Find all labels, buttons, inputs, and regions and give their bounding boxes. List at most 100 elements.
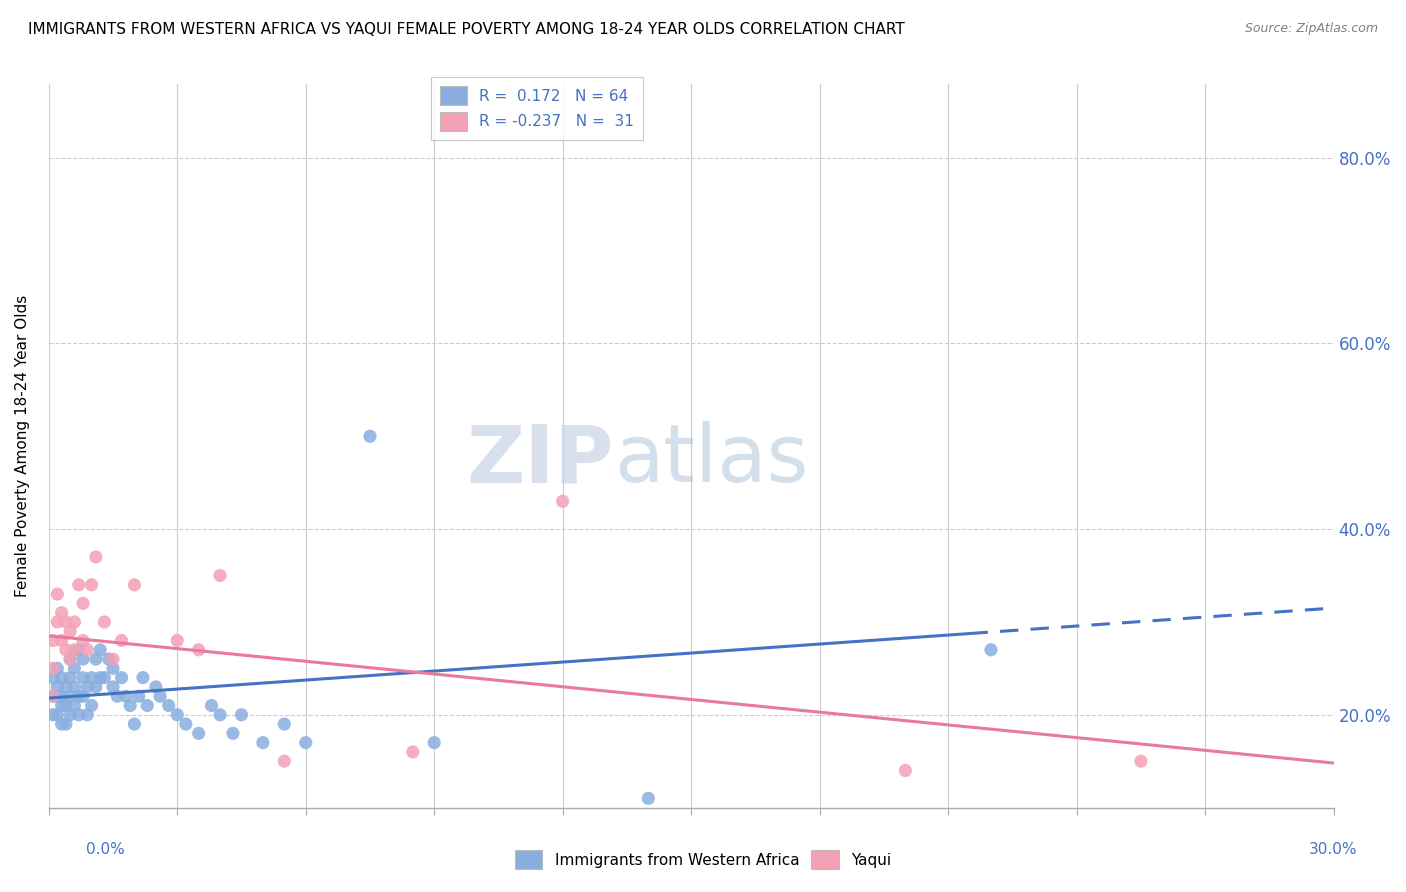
Point [89,671,111,685]
Point [59,690,82,704]
Point [273,754,295,768]
Point [67,690,90,704]
Point [136,698,159,713]
Point [93,615,115,629]
Text: ZIP: ZIP [467,421,614,499]
Point [84,680,107,694]
Point [252,736,274,750]
Text: IMMIGRANTS FROM WESTERN AFRICA VS YAQUI FEMALE POVERTY AMONG 18-24 YEAR OLDS COR: IMMIGRANTS FROM WESTERN AFRICA VS YAQUI … [28,22,905,37]
Point [294,736,316,750]
Text: 0.0%: 0.0% [86,842,125,856]
Point [63,642,86,657]
Point [105,690,128,704]
Point [67,578,90,592]
Point [187,726,209,740]
Point [42,690,65,704]
Point [72,671,94,685]
Point [76,680,98,694]
Point [149,690,172,704]
Point [209,707,232,722]
Point [166,707,188,722]
Point [59,652,82,666]
Point [59,652,82,666]
Legend: R =  0.172   N = 64, R = -0.237   N =  31: R = 0.172 N = 64, R = -0.237 N = 31 [430,77,644,140]
Legend: Immigrants from Western Africa, Yaqui: Immigrants from Western Africa, Yaqui [509,844,897,875]
Point [72,596,94,610]
Point [89,642,111,657]
Point [55,717,77,731]
Point [80,698,103,713]
Text: 30.0%: 30.0% [1309,842,1357,856]
Point [124,717,146,731]
Point [402,745,425,759]
Point [51,633,73,648]
Point [637,791,659,805]
Point [101,661,124,675]
Point [115,690,138,704]
Point [55,680,77,694]
Point [51,690,73,704]
Point [209,568,232,582]
Text: Source: ZipAtlas.com: Source: ZipAtlas.com [1244,22,1378,36]
Point [174,717,197,731]
Point [51,606,73,620]
Y-axis label: Female Poverty Among 18-24 Year Olds: Female Poverty Among 18-24 Year Olds [15,294,30,597]
Point [894,764,917,778]
Point [166,633,188,648]
Point [84,652,107,666]
Point [46,680,69,694]
Point [132,671,155,685]
Point [97,652,120,666]
Point [84,549,107,564]
Point [59,707,82,722]
Point [42,690,65,704]
Point [63,615,86,629]
Point [120,698,142,713]
Point [222,726,245,740]
Point [359,429,381,443]
Point [231,707,253,722]
Point [145,680,167,694]
Point [51,717,73,731]
Point [101,680,124,694]
Point [46,661,69,675]
Point [157,698,180,713]
Point [46,707,69,722]
Point [80,578,103,592]
Text: atlas: atlas [614,421,808,499]
Point [55,615,77,629]
Point [423,736,446,750]
Point [59,624,82,639]
Point [55,642,77,657]
Point [76,707,98,722]
Point [76,642,98,657]
Point [551,494,574,508]
Point [42,707,65,722]
Point [46,690,69,704]
Point [128,690,150,704]
Point [46,615,69,629]
Point [67,642,90,657]
Point [980,642,1002,657]
Point [110,671,132,685]
Point [46,587,69,601]
Point [1129,754,1152,768]
Point [63,680,86,694]
Point [51,698,73,713]
Point [63,698,86,713]
Point [55,698,77,713]
Point [42,661,65,675]
Point [67,707,90,722]
Point [51,671,73,685]
Point [80,671,103,685]
Point [72,690,94,704]
Point [59,671,82,685]
Point [273,717,295,731]
Point [200,698,222,713]
Point [187,642,209,657]
Point [101,652,124,666]
Point [72,633,94,648]
Point [72,652,94,666]
Point [63,661,86,675]
Point [93,671,115,685]
